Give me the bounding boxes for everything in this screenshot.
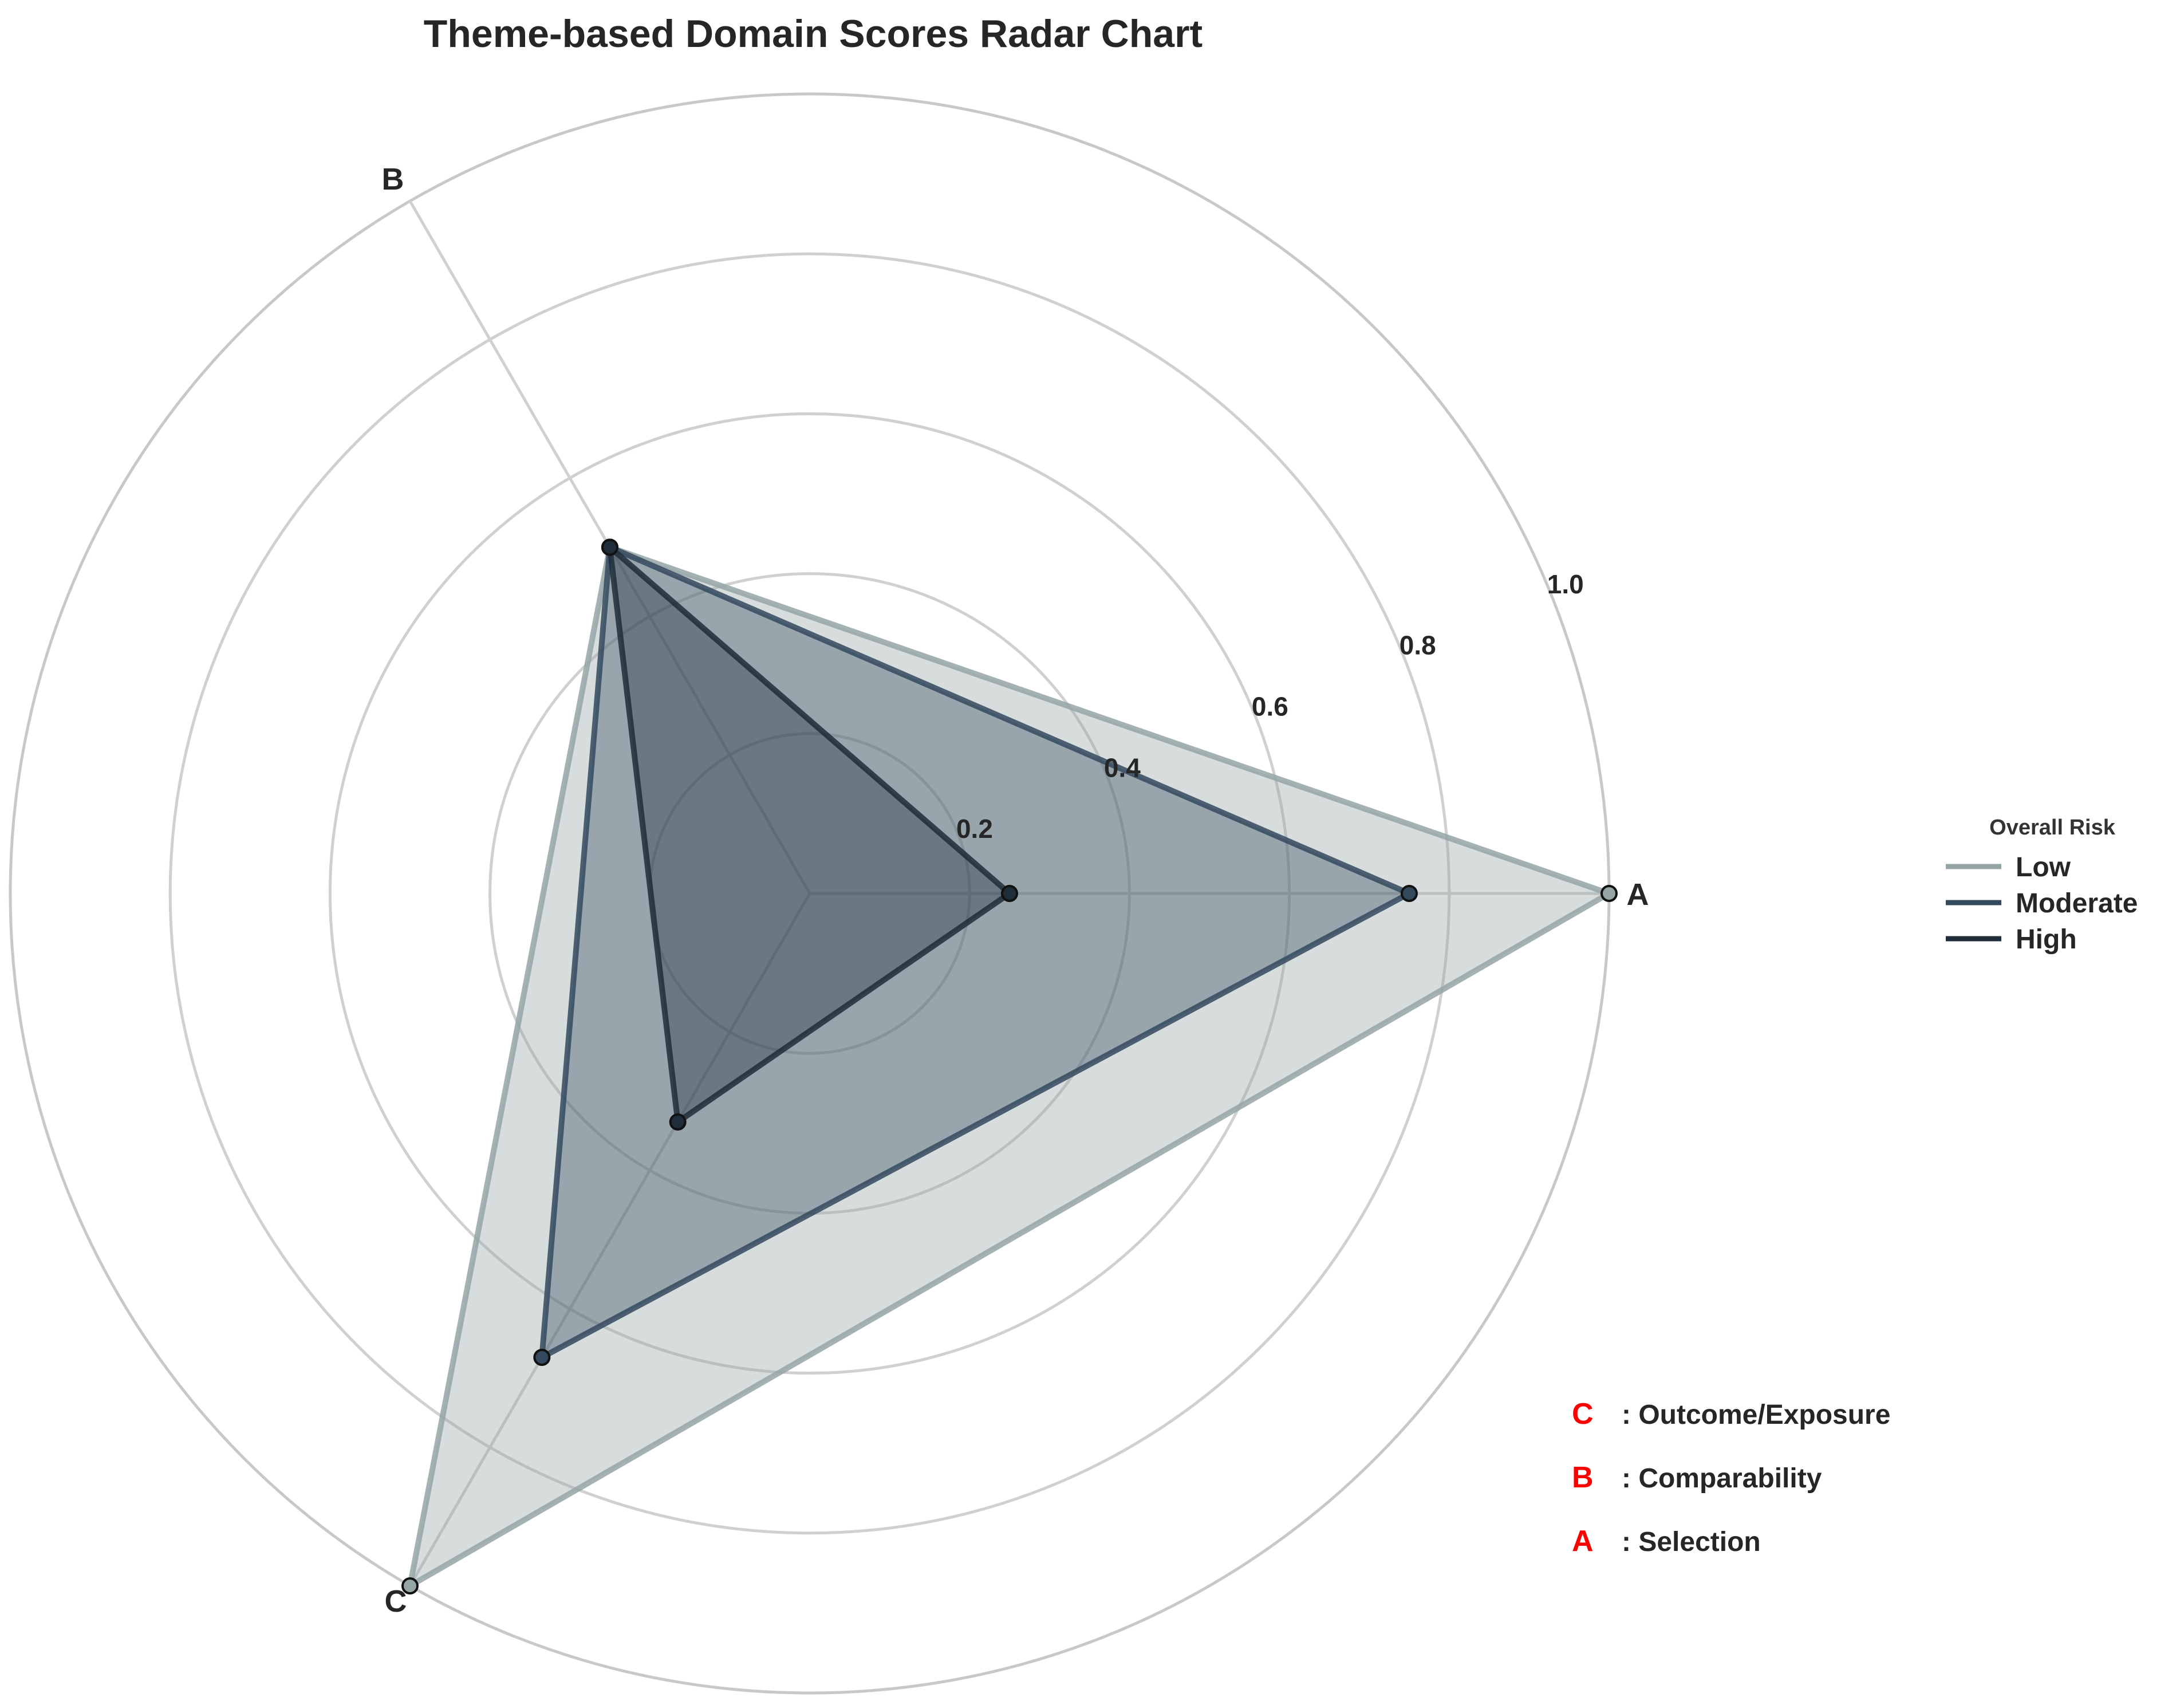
tick-label: 0.6 <box>1252 691 1288 721</box>
domain-key-letter-A: A <box>1572 1525 1594 1558</box>
radial-grid <box>9 92 1611 1695</box>
domain-key-letter-C: C <box>1572 1397 1594 1431</box>
point-high-C <box>669 1113 687 1131</box>
tick-label: 0.8 <box>1400 631 1436 660</box>
series-line-high <box>606 540 1015 1127</box>
point-low-A <box>1600 885 1618 902</box>
spoke-C <box>408 892 811 1587</box>
series-line-moderate <box>538 543 1416 1363</box>
axis-label-C: C <box>385 1584 407 1619</box>
domain-key-text-B: : Comparability <box>1622 1463 1822 1494</box>
point-high-B <box>601 538 618 556</box>
domain-key-text-A: : Selection <box>1622 1527 1761 1557</box>
series-line-low <box>406 543 1616 1592</box>
radial-tick-labels: 0.2 0.4 0.6 0.8 1.0 <box>956 569 1584 844</box>
legend-title: Overall Risk <box>1989 816 2116 840</box>
legend-label-moderate: Moderate <box>2016 888 2138 919</box>
point-high-A <box>1001 885 1018 902</box>
series-layer <box>401 538 1618 1594</box>
series-fill-low <box>410 547 1609 1586</box>
domain-key-text-C: : Outcome/Exposure <box>1622 1400 1890 1430</box>
legend-label-high: High <box>2016 924 2077 955</box>
series-fill-high <box>610 547 1010 1122</box>
chart-title: Theme-based Domain Scores Radar Chart <box>424 12 1203 56</box>
domain-key-letter-B: B <box>1572 1461 1594 1494</box>
tick-label: 0.4 <box>1104 753 1141 782</box>
tick-label: 0.2 <box>956 814 993 844</box>
legend-label-low: Low <box>2016 852 2071 883</box>
legend: Overall Risk Low Moderate High <box>1946 816 2138 955</box>
axis-label-A: A <box>1627 877 1649 912</box>
point-moderate-C <box>533 1349 551 1367</box>
point-moderate-A <box>1401 885 1418 902</box>
axis-label-B: B <box>382 162 404 196</box>
axis-labels: ABC <box>382 162 1649 1619</box>
tick-label: 1.0 <box>1547 569 1584 599</box>
point-low-C <box>401 1577 419 1594</box>
series-fill-moderate <box>542 547 1409 1357</box>
domain-key: C : Outcome/Exposure B : Comparability A : Se… <box>1572 1397 1890 1558</box>
